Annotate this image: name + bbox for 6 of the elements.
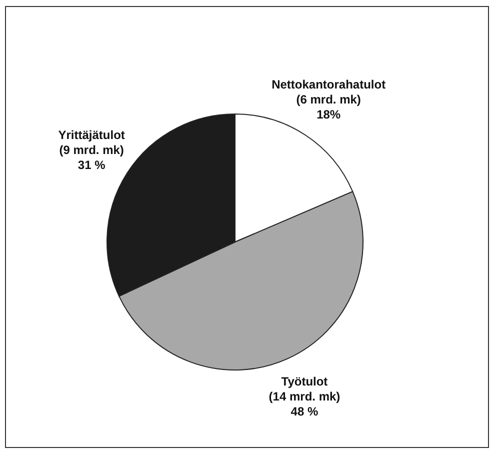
data-label: (6 mrd. mk) 18%	[296, 92, 361, 122]
data-label: (14 mrd. mk) 48 %	[268, 389, 340, 418]
slice-label: Yrittäjätulot	[58, 128, 125, 142]
slice-label: Työtulot	[281, 374, 328, 388]
slice-label: Nettokantorahatulot	[272, 77, 386, 92]
data-label: (9 mrd. mk) 31 %	[59, 142, 124, 172]
